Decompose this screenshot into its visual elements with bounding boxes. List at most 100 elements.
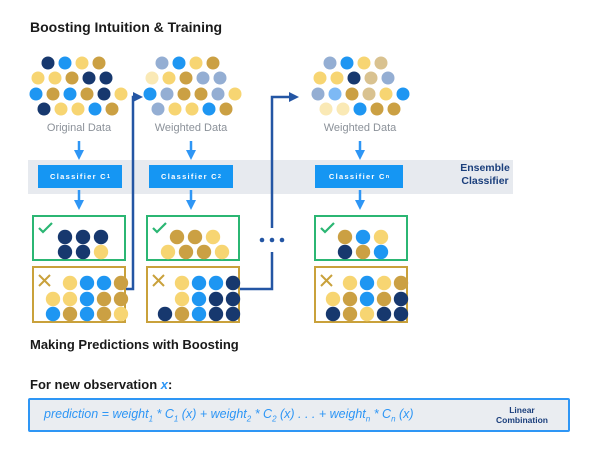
data-point-blue [45,306,61,322]
data-point-blue [79,306,95,322]
prediction-formula: prediction = weight1 * C1 (x) + weight2 … [44,406,414,424]
data-point-gold [169,229,185,245]
data-point-gold [355,244,371,260]
data-point-blue [143,87,157,101]
wrong-dots-1 [45,275,129,322]
section-title-predictions: Making Predictions with Boosting [30,337,239,352]
data-point-yellow [373,229,389,245]
observation-variable: x [160,377,168,392]
data-point-gold [342,306,358,322]
data-point-yellow [357,56,371,70]
wrong-dots-2 [157,275,241,322]
data-point-yellow [113,306,129,322]
data-point-yellow [71,102,85,116]
data-point-yellow [160,244,176,260]
data-point-gold [393,275,409,291]
data-point-gold [96,291,112,307]
data-point-gold [370,102,384,116]
data-point-yellow [376,275,392,291]
original-data-cluster [29,56,128,116]
data-point-gold [46,87,60,101]
x-icon [38,274,51,287]
data-point-navy [376,306,392,322]
feedback-arrow-2-upper [270,92,299,228]
ensemble-line-1: Ensemble [460,162,510,174]
data-point-navy [57,244,73,260]
data-point-gold [179,71,193,85]
data-point-lightblue [155,56,169,70]
data-point-yellow [31,71,45,85]
observation-prefix: For new observation [30,377,161,392]
data-point-gold [113,291,129,307]
data-point-navy [82,71,96,85]
data-point-navy [41,56,55,70]
data-point-yellow [62,291,78,307]
data-point-blue [353,102,367,116]
data-point-navy [97,87,111,101]
data-point-blue [396,87,410,101]
page-title: Boosting Intuition & Training [30,19,223,35]
data-point-lightblue [151,102,165,116]
data-point-yellow [54,102,68,116]
data-point-skyblue [328,87,342,101]
data-point-blue [359,291,375,307]
data-point-yellow [205,229,221,245]
ellipsis-separator [259,237,285,243]
data-point-navy [337,244,353,260]
x-icon [152,274,165,287]
data-point-blue [79,291,95,307]
correct-dots-3 [337,229,389,260]
data-point-navy [225,306,241,322]
data-point-navy [208,291,224,307]
data-point-navy [347,71,361,85]
data-point-blue [208,275,224,291]
data-point-tan [364,71,378,85]
data-point-blue [191,275,207,291]
cluster-label-weighted-2: Weighted Data [154,122,228,134]
data-point-yellow [325,291,341,307]
data-point-lightblue [381,71,395,85]
data-point-gold [387,102,401,116]
data-point-blue [172,56,186,70]
data-point-navy [325,306,341,322]
data-point-paleyellow [336,102,350,116]
data-point-gold [113,275,129,291]
prediction-formula-box: prediction = weight1 * C1 (x) + weight2 … [28,398,570,432]
data-point-gold [337,229,353,245]
data-point-gold [92,56,106,70]
linear-combination-label: Linear Combination [482,405,562,425]
data-point-blue [202,102,216,116]
data-point-blue [359,275,375,291]
data-point-navy [75,229,91,245]
data-point-blue [29,87,43,101]
data-point-lightblue [211,87,225,101]
data-point-gold [65,71,79,85]
data-point-gold [62,306,78,322]
correct-dots-1 [57,229,109,260]
data-point-gold [187,229,203,245]
data-point-paleyellow [145,71,159,85]
data-point-yellow [114,87,128,101]
data-point-blue [191,306,207,322]
data-point-blue [63,87,77,101]
data-point-gold [342,291,358,307]
feedback-arrow-1 [125,92,143,291]
data-point-blue [340,56,354,70]
data-point-navy [99,71,113,85]
data-point-yellow [45,291,61,307]
data-point-yellow [168,102,182,116]
linear-label-line-2: Combination [496,415,548,425]
observation-line: For new observation x: [30,377,172,392]
data-point-lightblue [160,87,174,101]
data-point-yellow [174,291,190,307]
data-point-gold [345,87,359,101]
data-point-yellow [75,56,89,70]
data-point-gold [105,102,119,116]
data-point-navy [93,229,109,245]
correct-dots-2 [160,229,230,260]
weighted-data-cluster-2 [143,56,242,116]
